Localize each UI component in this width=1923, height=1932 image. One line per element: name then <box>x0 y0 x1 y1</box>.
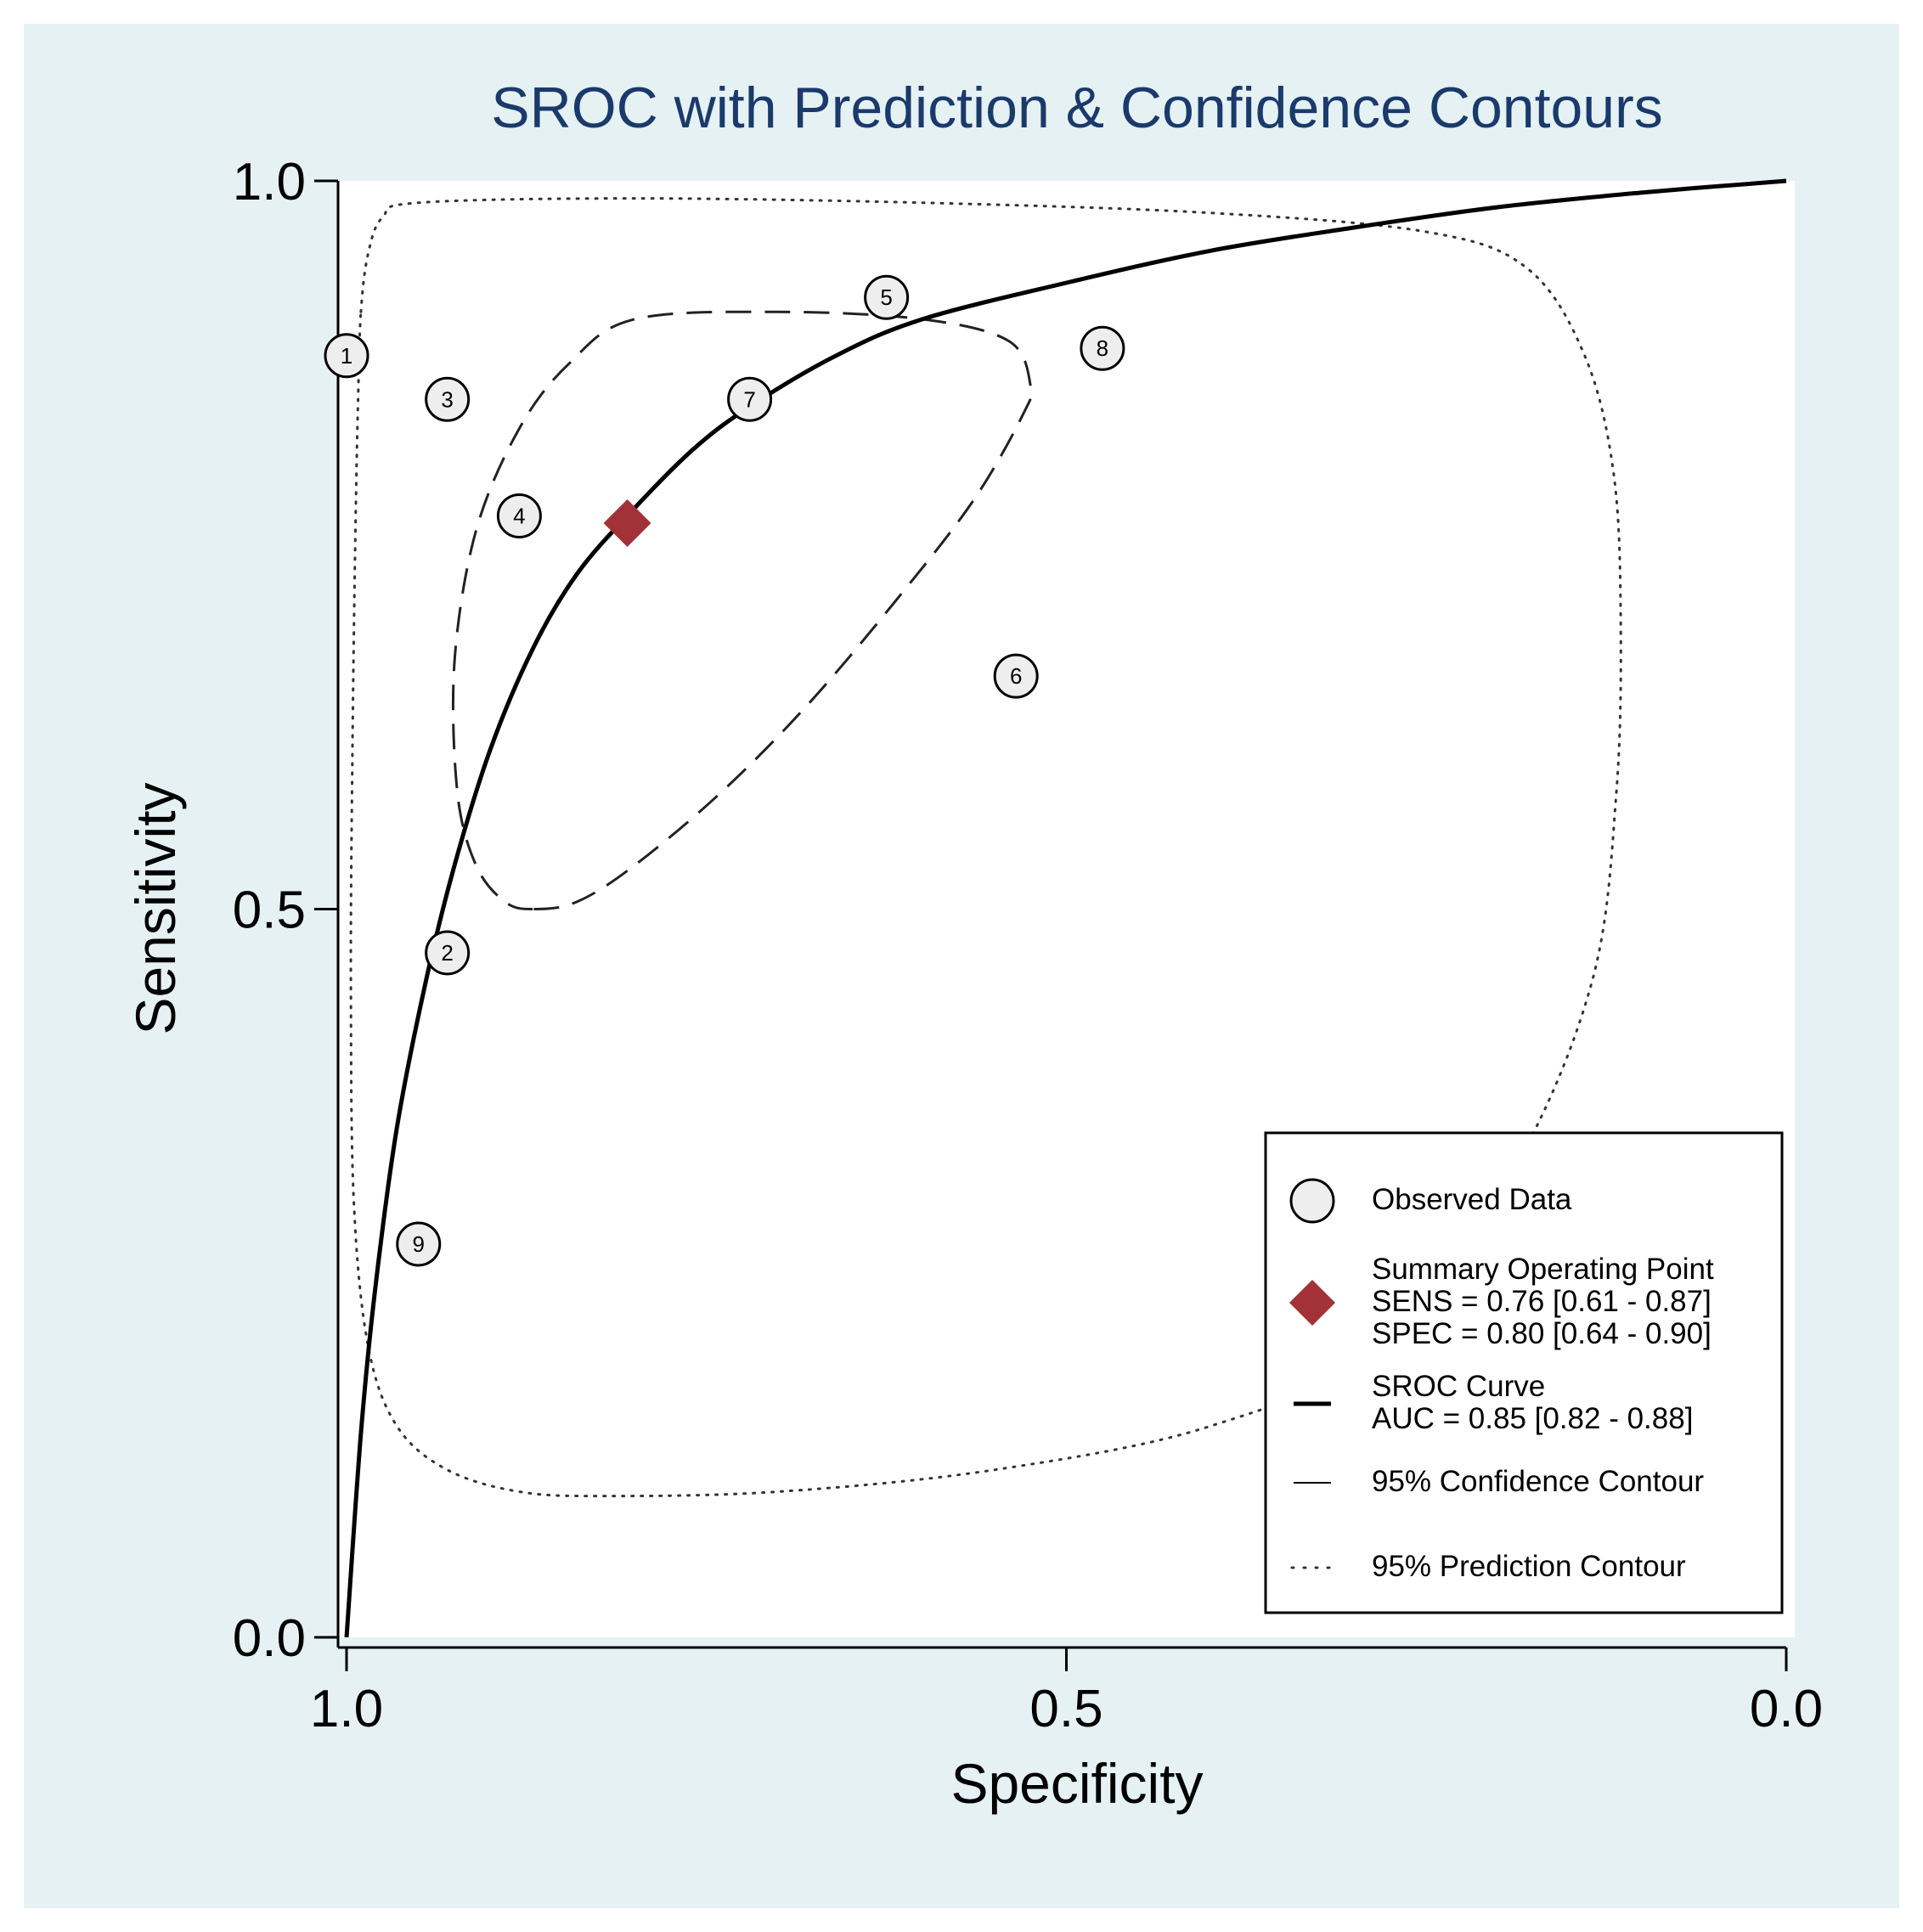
observed-point-marker <box>396 1221 442 1267</box>
legend-summary-symbol <box>1289 1280 1335 1326</box>
observed-point-label: 5 <box>880 284 892 310</box>
confidence-contour <box>451 310 1034 910</box>
legend-text: Observed Data <box>1372 1183 1572 1216</box>
observed-point-marker <box>993 653 1039 699</box>
observed-point-marker <box>864 274 910 320</box>
axes: 1.0 0.5 0.0 0.0 0.5 1.0 <box>233 153 1823 1738</box>
legend-text: AUC = 0.85 [0.82 - 0.88] <box>1372 1402 1693 1435</box>
observed-points-layer: 1 2 3 4 5 6 7 8 9 <box>324 274 1125 1267</box>
y-axis-label: Sensitivity <box>124 782 187 1034</box>
observed-point-marker <box>324 333 369 379</box>
legend: Observed Data Summary Operating PointSENS… <box>1264 1131 1784 1614</box>
y-tick-label: 1.0 <box>233 153 306 211</box>
legend-observed-symbol <box>1289 1178 1335 1224</box>
legend-text: SROC Curve <box>1372 1370 1545 1403</box>
summary-operating-point <box>603 499 651 548</box>
summary-point-layer <box>603 499 651 548</box>
legend-box <box>1264 1131 1784 1614</box>
observed-point-label: 3 <box>441 386 453 412</box>
legend-text: SPEC = 0.80 [0.64 - 0.90] <box>1372 1317 1712 1350</box>
sroc-chart: SROC with Prediction & Confidence Contou… <box>124 76 1823 1815</box>
y-tick-label: 0.5 <box>233 882 306 940</box>
observed-point-marker <box>425 930 471 976</box>
x-tick-label: 1.0 <box>310 1680 383 1738</box>
x-axis-label: Specificity <box>950 1752 1203 1815</box>
observed-point-marker <box>727 376 773 422</box>
observed-point-label: 8 <box>1097 335 1108 361</box>
x-tick-label: 0.5 <box>1029 1680 1102 1738</box>
legend-text: 95% Confidence Contour <box>1372 1465 1704 1498</box>
observed-point-marker <box>1080 325 1125 371</box>
sroc-curve-layer <box>344 178 1787 1638</box>
observed-point-label: 1 <box>341 343 352 369</box>
observed-point-label: 9 <box>413 1231 425 1257</box>
observed-point-label: 6 <box>1010 663 1022 689</box>
legend-text: Summary Operating Point <box>1372 1253 1714 1286</box>
chart-title: SROC with Prediction & Confidence Contou… <box>491 76 1663 140</box>
observed-point-label: 4 <box>513 503 525 528</box>
observed-point-label: 2 <box>441 940 453 966</box>
chart-frame: SROC with Prediction & Confidence Contou… <box>24 24 1899 1908</box>
x-tick-label: 0.0 <box>1750 1680 1823 1738</box>
legend-text: 95% Prediction Contour <box>1372 1550 1686 1583</box>
legend-text: SENS = 0.76 [0.61 - 0.87] <box>1372 1285 1712 1318</box>
y-tick-label: 0.0 <box>233 1609 306 1668</box>
confidence-contour-layer <box>451 310 1034 910</box>
observed-point-label: 7 <box>743 386 755 412</box>
observed-point-marker <box>425 376 471 422</box>
observed-point-marker <box>496 493 542 538</box>
sroc-curve <box>344 178 1787 1638</box>
